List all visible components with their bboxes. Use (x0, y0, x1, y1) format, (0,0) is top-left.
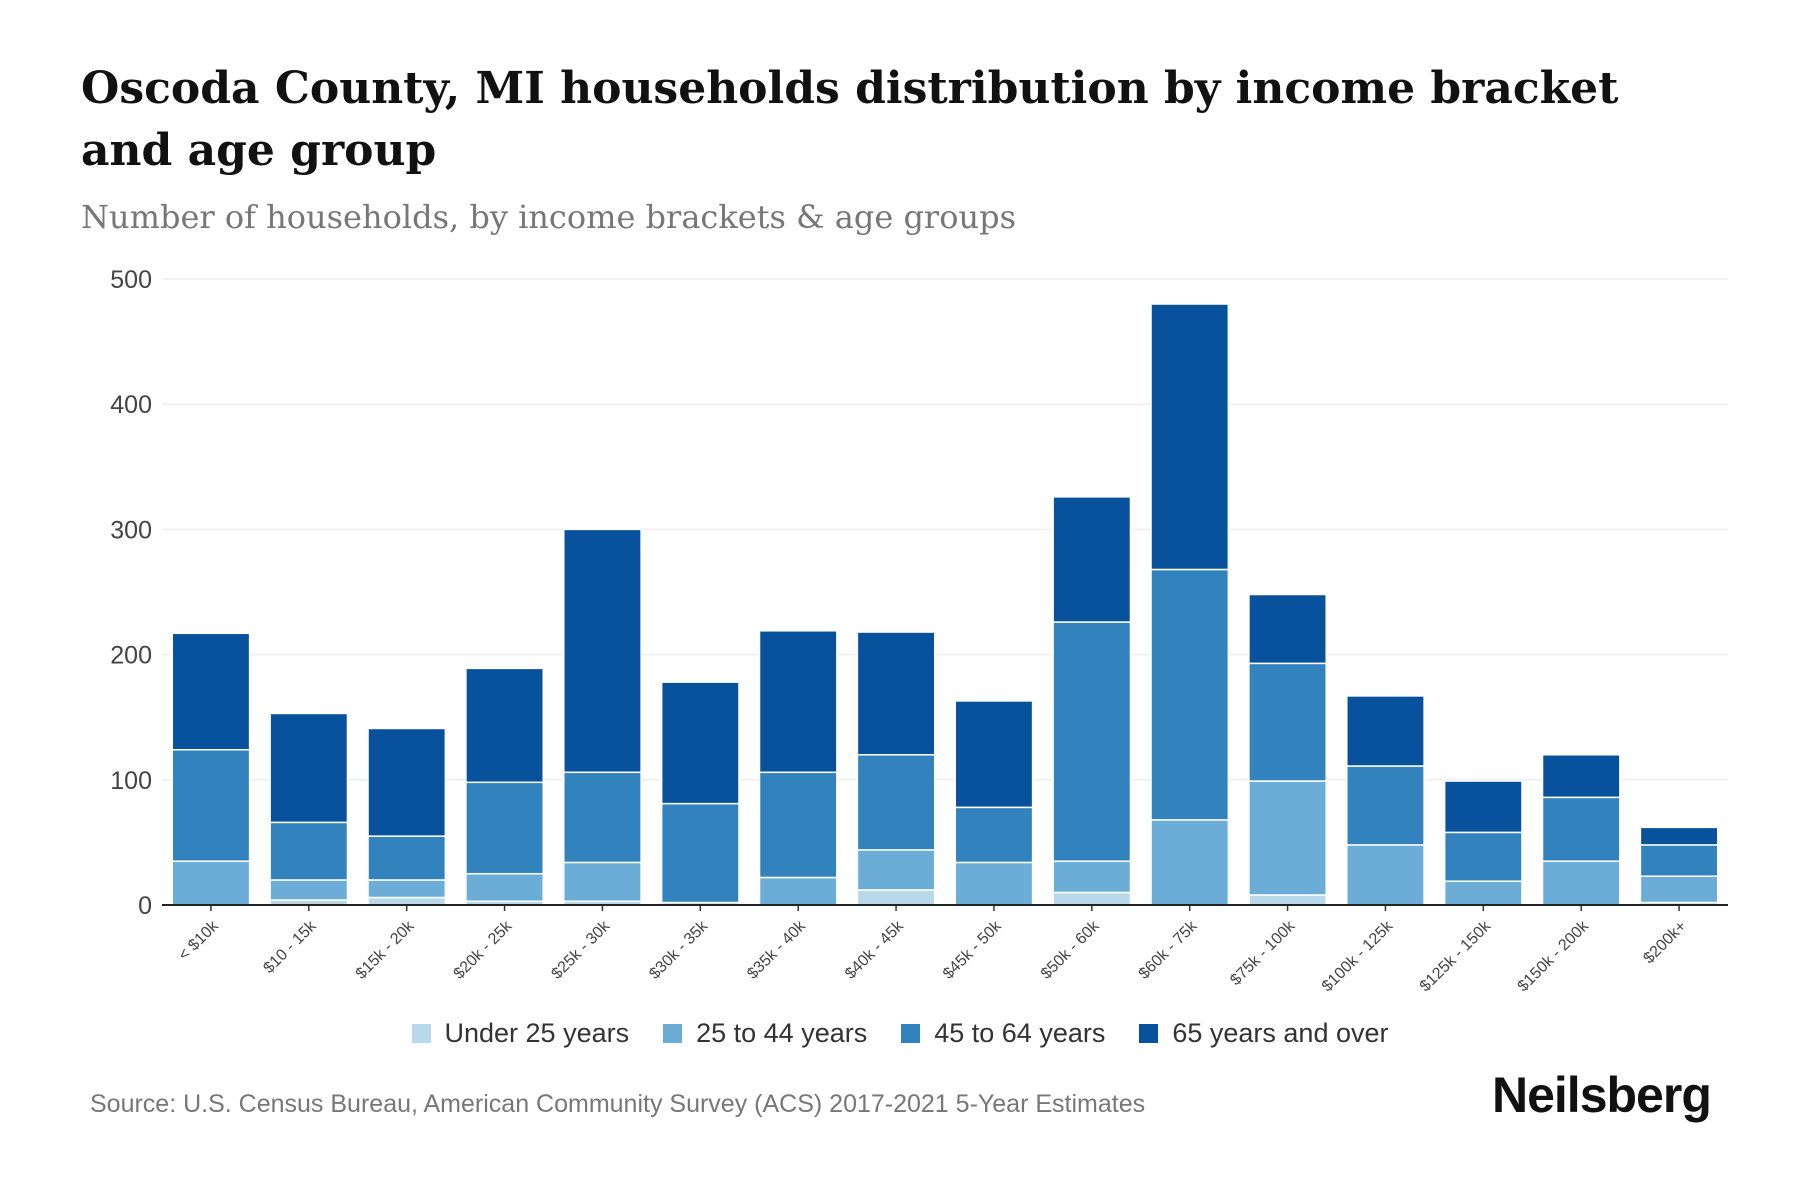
bar-segment-65-years-and-over (1346, 695, 1425, 767)
bar-segment-25-to-44-years (758, 876, 838, 906)
stacked-bar-chart: 0 100 200 300 400 500 < $10k $10 - 15k $15k - 20… (110, 266, 1728, 995)
bar-segment-45-to-64-years (171, 749, 251, 862)
legend-label: 45 to 64 years (934, 1018, 1106, 1048)
bar-segment-65-years-and-over (1248, 593, 1327, 665)
bar-segment-45-to-64-years (1052, 621, 1132, 862)
x-tick-label: < $10k (175, 917, 222, 964)
bar-segment-25-to-44-years (1150, 819, 1230, 906)
x-tick-label: $150k - 200k (1515, 917, 1593, 995)
bar-segment-25-to-44-years (1052, 860, 1132, 894)
bar-segment-25-to-44-years (856, 849, 936, 891)
legend-swatch (411, 1024, 431, 1043)
bar-segment-25-to-44-years (1346, 844, 1425, 906)
bar-segment-45-to-64-years (660, 802, 740, 904)
x-tick-label: $20k - 25k (451, 917, 517, 983)
legend-item: 45 to 64 years (901, 1018, 1105, 1049)
source-note: Source: U.S. Census Bureau, American Com… (90, 1090, 1146, 1118)
y-tick-label: 400 (110, 391, 152, 419)
x-tick-label: $40k - 45k (842, 917, 908, 983)
bar-segment-45-to-64-years (367, 835, 447, 881)
bar-segment-under-25-years (367, 896, 447, 906)
bar-segment-under-25-years (856, 889, 936, 906)
legend-swatch (1139, 1024, 1159, 1043)
bar-segment-65-years-and-over (1541, 754, 1621, 799)
bar-segment-65-years-and-over (465, 667, 544, 784)
bar-segment-under-25-years (1052, 891, 1132, 906)
legend-item: Under 25 years (411, 1018, 630, 1049)
legend-label: 25 to 44 years (696, 1018, 868, 1048)
bar-segment-45-to-64-years (563, 771, 642, 864)
bar-segment-45-to-64-years (1541, 796, 1621, 862)
y-tick-label: 500 (110, 266, 152, 294)
bar-segment-65-years-and-over (367, 727, 447, 837)
legend-label: 65 years and over (1172, 1018, 1389, 1048)
legend-swatch (663, 1024, 683, 1043)
chart-title: Oscoda County, MI households distributio… (81, 63, 1619, 176)
legend-swatch (901, 1024, 921, 1043)
x-tick-label: $75k - 100k (1227, 917, 1299, 989)
x-tick-label: $15k - 20k (353, 917, 419, 983)
bar-segment-45-to-64-years (954, 806, 1034, 864)
bar-segment-25-to-44-years (465, 872, 544, 902)
bar-segment-65-years-and-over (1443, 780, 1523, 834)
legend: Under 25 years 25 to 44 years 45 to 64 yea… (0, 1018, 1800, 1049)
y-tick-label: 0 (138, 892, 152, 920)
bar-segment-45-to-64-years (1150, 568, 1230, 821)
bar-segment-25-to-44-years (954, 861, 1034, 906)
y-tick-label: 100 (110, 767, 152, 795)
bar-segment-25-to-44-years (563, 861, 642, 902)
neilsberg-logo: Neilsberg (1492, 1067, 1712, 1123)
x-tick-label: $60k - 75k (1136, 917, 1202, 983)
bar-segment-45-to-64-years (856, 754, 936, 851)
bar-segment-65-years-and-over (171, 632, 251, 751)
chart-subtitle: Number of households, by income brackets… (81, 198, 1016, 236)
x-tick-label: $50k - 60k (1038, 917, 1104, 983)
bar-segment-45-to-64-years (1443, 831, 1523, 882)
bar-segment-45-to-64-years (1248, 662, 1327, 782)
bar-segment-65-years-and-over (954, 700, 1034, 809)
bar-segment-25-to-44-years (1248, 780, 1327, 896)
x-tick-label: $125k - 150k (1417, 917, 1495, 995)
bar-segment-45-to-64-years (1639, 844, 1719, 877)
bar-segment-25-to-44-years (171, 860, 251, 906)
bar-segment-25-to-44-years (269, 879, 349, 901)
bar-segment-65-years-and-over (758, 630, 838, 774)
x-tick-label: $100k - 125k (1319, 917, 1397, 995)
bar-segment-25-to-44-years (367, 879, 447, 899)
x-tick-label: $10 - 15k (260, 917, 320, 977)
y-tick-label: 300 (110, 516, 152, 544)
x-tick-label: $25k - 30k (548, 917, 614, 983)
legend-item: 25 to 44 years (663, 1018, 867, 1049)
bar-segment-65-years-and-over (1639, 826, 1719, 846)
bar-segment-45-to-64-years (1346, 765, 1425, 846)
x-tick-label: $45k - 50k (940, 917, 1006, 983)
x-tick-label: $200k+ (1640, 918, 1689, 967)
x-tick-label: $35k - 40k (744, 917, 810, 983)
bar-segment-65-years-and-over (269, 712, 349, 824)
bar-segment-under-25-years (1248, 894, 1327, 906)
bar-segment-25-to-44-years (1639, 875, 1719, 904)
bar-segment-45-to-64-years (758, 771, 838, 879)
bar-segment-65-years-and-over (1150, 303, 1230, 571)
bar-segment-65-years-and-over (1052, 496, 1132, 623)
legend-label: Under 25 years (444, 1018, 630, 1048)
bar-segment-25-to-44-years (1541, 860, 1621, 906)
bar-segment-65-years-and-over (660, 681, 740, 805)
y-tick-label: 200 (110, 642, 152, 670)
x-tick-label: $30k - 35k (646, 917, 712, 983)
legend-item: 65 years and over (1139, 1018, 1389, 1049)
bar-segment-65-years-and-over (856, 631, 936, 756)
bar-segment-25-to-44-years (1443, 880, 1523, 906)
bar-segment-45-to-64-years (465, 781, 544, 875)
bar-segment-45-to-64-years (269, 821, 349, 881)
bar-segment-65-years-and-over (563, 528, 642, 774)
